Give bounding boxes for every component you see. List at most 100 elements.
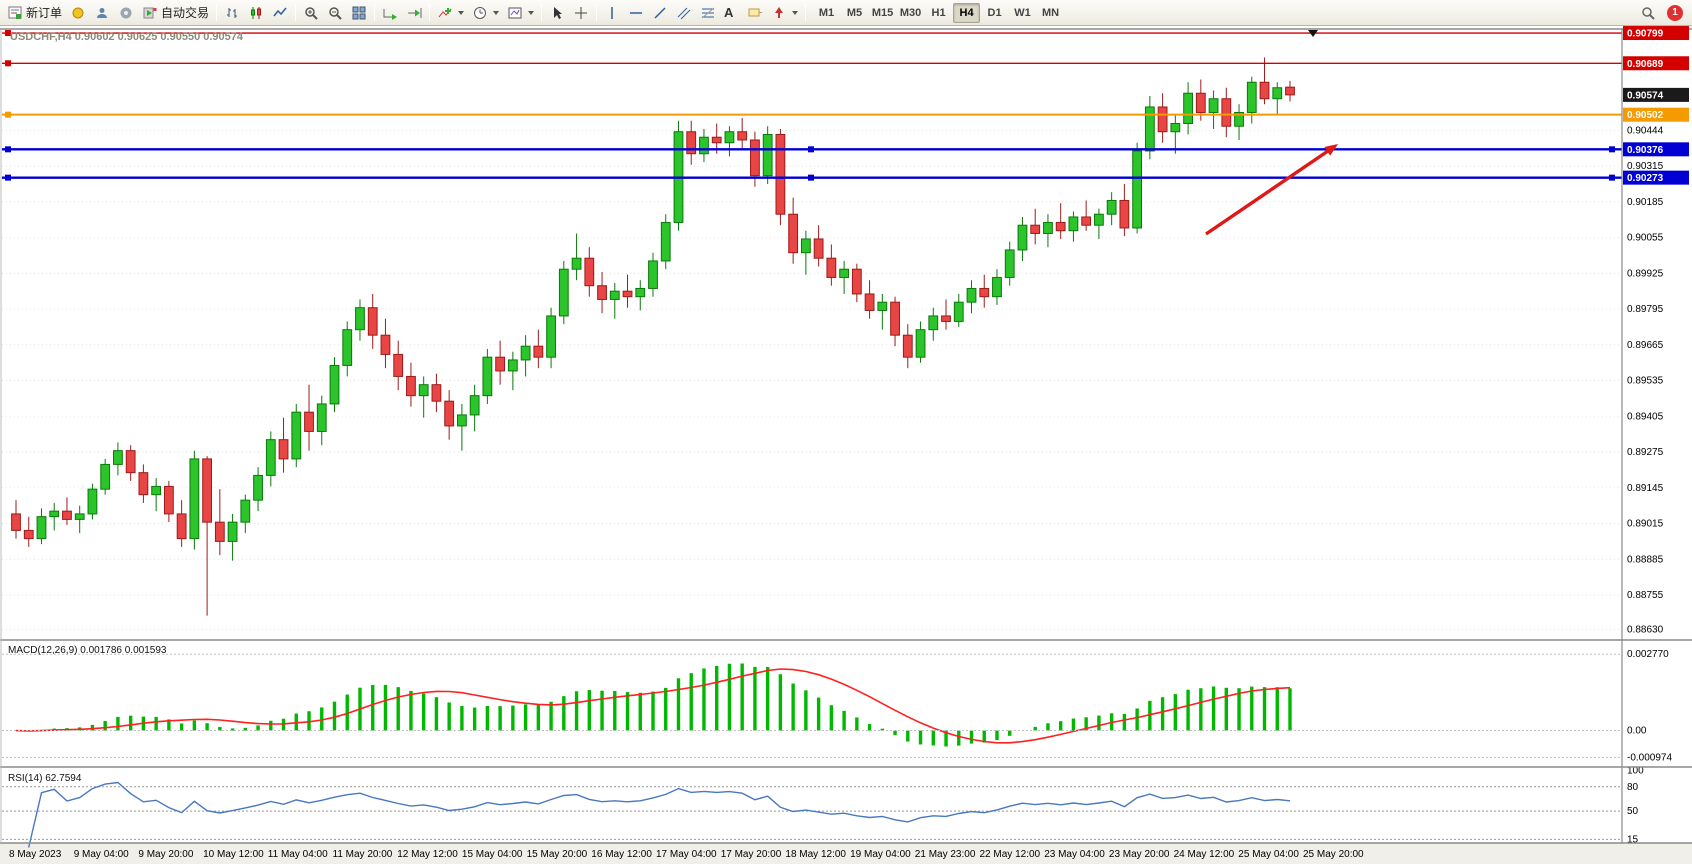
svg-text:21 May 23:00: 21 May 23:00 xyxy=(915,849,976,860)
notification-badge[interactable]: 1 xyxy=(1667,4,1683,21)
chart-shift-icon xyxy=(408,7,422,18)
crosshair-icon xyxy=(575,6,588,19)
candle xyxy=(864,293,875,311)
svg-text:8 May 2023: 8 May 2023 xyxy=(9,849,62,860)
line-handle[interactable] xyxy=(5,60,11,67)
line-handle[interactable] xyxy=(808,146,814,153)
timeframe-toolbar: M1 M5 M15 M30 H1 H4 D1 W1 MN xyxy=(813,2,1064,23)
horizontal-line-icon xyxy=(630,11,643,14)
price-tag: 0.90574 xyxy=(1623,87,1689,102)
candle xyxy=(202,458,212,523)
candle xyxy=(890,301,900,336)
candle xyxy=(1030,224,1041,234)
new-order-button[interactable]: 新订单 xyxy=(3,2,66,24)
svg-text:0.90273: 0.90273 xyxy=(1627,173,1664,184)
line-handle[interactable] xyxy=(808,174,814,181)
svg-text:0.89535: 0.89535 xyxy=(1627,376,1664,387)
fibonacci-button[interactable] xyxy=(696,2,720,24)
auto-scroll-button[interactable] xyxy=(378,2,402,24)
candlestick-chart-button[interactable] xyxy=(244,2,268,24)
price-tag: 0.90689 xyxy=(1623,56,1689,71)
svg-text:0.90185: 0.90185 xyxy=(1627,197,1664,208)
toolbar-separator xyxy=(805,4,807,21)
toolbar-separator xyxy=(216,4,218,21)
arrows-button[interactable] xyxy=(767,2,802,24)
candle xyxy=(329,364,340,405)
candle xyxy=(469,395,480,416)
candle xyxy=(699,136,709,155)
line-handle[interactable] xyxy=(5,174,11,181)
line-handle[interactable] xyxy=(1609,146,1615,153)
cursor-button[interactable] xyxy=(545,2,569,24)
svg-text:23 May 04:00: 23 May 04:00 xyxy=(1044,849,1105,860)
indicators-icon xyxy=(438,7,452,17)
svg-text:0.88755: 0.88755 xyxy=(1627,590,1664,601)
svg-text:0.90574: 0.90574 xyxy=(1627,90,1664,101)
wallet-button[interactable] xyxy=(66,2,90,24)
search-button[interactable] xyxy=(1636,2,1660,24)
indicators-button[interactable] xyxy=(433,2,468,24)
candle xyxy=(839,268,850,278)
auto-trading-button[interactable]: 自动交易 xyxy=(138,2,213,24)
svg-text:17 May 20:00: 17 May 20:00 xyxy=(721,849,782,860)
text-button[interactable]: A xyxy=(720,2,743,24)
line-chart-button[interactable] xyxy=(268,2,292,24)
tile-windows-button[interactable] xyxy=(347,2,371,24)
line-handle[interactable] xyxy=(1609,174,1615,181)
candle xyxy=(622,290,633,298)
trendline-button[interactable] xyxy=(648,2,672,24)
candle xyxy=(1195,92,1206,113)
tf-h4[interactable]: H4 xyxy=(953,2,981,23)
zoom-in-button[interactable] xyxy=(299,2,323,24)
tf-w1[interactable]: W1 xyxy=(1009,3,1036,23)
text-tool-glyph: A xyxy=(724,5,734,20)
candle xyxy=(1068,216,1079,232)
candle xyxy=(240,499,251,523)
channel-icon xyxy=(677,7,691,19)
tf-h1[interactable]: H1 xyxy=(925,3,952,23)
candle xyxy=(762,133,773,177)
line-handle[interactable] xyxy=(5,30,11,37)
price-tag: 0.90376 xyxy=(1623,142,1689,157)
chart-shift-button[interactable] xyxy=(402,2,426,24)
svg-text:19 May 04:00: 19 May 04:00 xyxy=(850,849,911,860)
tf-m5[interactable]: M5 xyxy=(841,3,868,23)
candle xyxy=(444,400,455,427)
periods-button[interactable] xyxy=(468,2,503,24)
svg-text:17 May 04:00: 17 May 04:00 xyxy=(656,849,717,860)
horizontal-line-button[interactable] xyxy=(624,2,648,24)
svg-text:22 May 12:00: 22 May 12:00 xyxy=(980,849,1041,860)
crosshair-button[interactable] xyxy=(569,2,593,24)
bar-chart-button[interactable] xyxy=(220,2,244,24)
line-handle[interactable] xyxy=(5,111,11,118)
community-button[interactable] xyxy=(114,2,138,24)
candle xyxy=(1170,122,1181,133)
line-handle[interactable] xyxy=(5,146,11,153)
tf-m30[interactable]: M30 xyxy=(897,3,924,23)
text-label-button[interactable] xyxy=(743,2,767,24)
rsi-axis-label: 15 xyxy=(1627,834,1639,845)
zoom-out-button[interactable] xyxy=(323,2,347,24)
candle xyxy=(1246,81,1257,113)
candle xyxy=(1043,221,1053,234)
auto-scroll-icon xyxy=(383,8,398,20)
toolbar-separator xyxy=(295,4,297,21)
tf-mn[interactable]: MN xyxy=(1037,3,1064,23)
candle xyxy=(1119,199,1130,229)
tf-m1[interactable]: M1 xyxy=(813,3,840,23)
trend-arrow[interactable] xyxy=(1205,144,1338,236)
macd-signal-line xyxy=(15,668,1291,744)
tf-m15[interactable]: M15 xyxy=(869,3,896,23)
svg-text:9 May 20:00: 9 May 20:00 xyxy=(138,849,193,860)
price-chart[interactable]: 0.0027700.00-0.0009741008050150.904440.9… xyxy=(0,26,1692,864)
tf-d1[interactable]: D1 xyxy=(981,3,1008,23)
candle xyxy=(877,301,888,311)
candle xyxy=(813,238,824,259)
templates-button[interactable] xyxy=(503,2,538,24)
channel-button[interactable] xyxy=(672,2,696,24)
profile-button[interactable] xyxy=(90,2,114,24)
candle xyxy=(23,529,34,540)
caret-down-icon xyxy=(458,10,465,15)
candle xyxy=(826,257,837,278)
vertical-line-button[interactable] xyxy=(600,2,624,24)
